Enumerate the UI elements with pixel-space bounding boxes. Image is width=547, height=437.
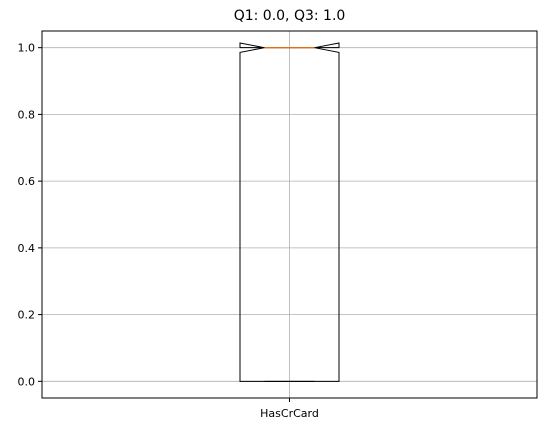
y-tick-label: 0.2 (18, 309, 36, 322)
box-body (239, 42, 340, 382)
x-tick-label: HasCrCard (260, 407, 319, 420)
axis-layer: 0.0 0.2 0.4 0.6 0.8 1.0 HasCrCard (18, 30, 538, 420)
box-layer (239, 42, 340, 382)
y-tick-label: 0.0 (18, 375, 36, 388)
y-tick-label: 0.8 (18, 108, 36, 121)
y-tick-label: 0.6 (18, 175, 36, 188)
chart-title: Q1: 0.0, Q3: 1.0 (234, 8, 346, 24)
y-tick-label: 0.4 (18, 242, 36, 255)
grid-layer (42, 31, 537, 398)
y-tick-label: 1.0 (18, 42, 36, 55)
